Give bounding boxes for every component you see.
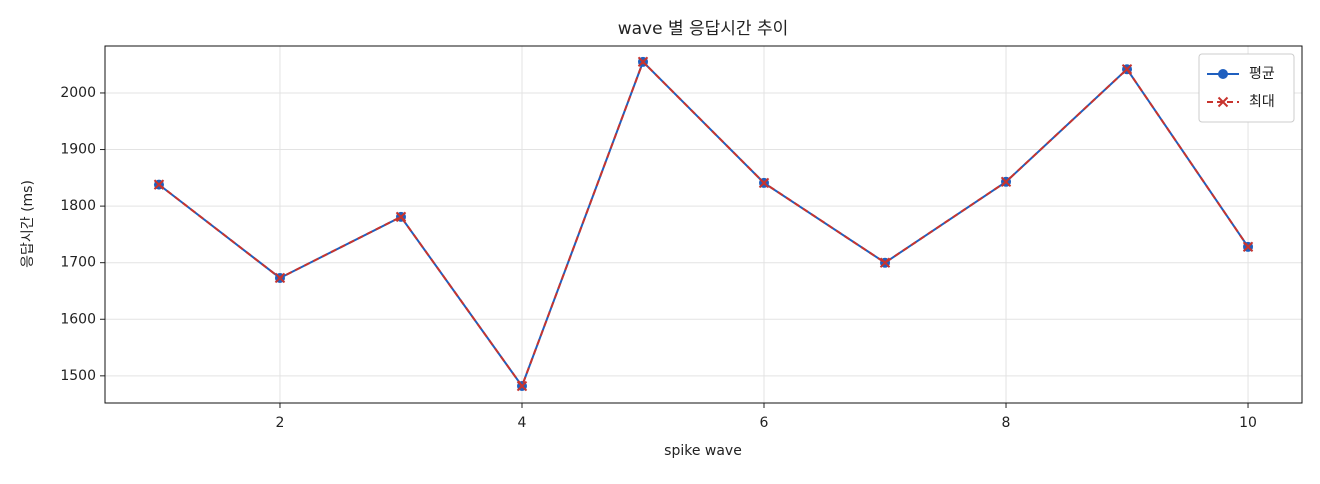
- x-tick-label: 10: [1239, 415, 1257, 431]
- point: [516, 380, 528, 392]
- x-tick-label: 6: [760, 415, 769, 431]
- point: [637, 56, 649, 68]
- y-tick-label: 1900: [60, 142, 96, 158]
- y-axis-label: 응답시간 (ms): [20, 180, 36, 268]
- legend-label: 평균: [1249, 66, 1275, 82]
- legend-marker: [1218, 69, 1228, 79]
- x-tick-label: 4: [518, 415, 527, 431]
- x-tick-label: 2: [276, 415, 285, 431]
- series-line: [158, 60, 1249, 389]
- y-tick-label: 2000: [60, 85, 96, 101]
- legend-label: 최대: [1249, 94, 1275, 110]
- x-tick-label: 8: [1002, 415, 1011, 431]
- plot-frame: [104, 45, 1303, 404]
- chart-title: wave 별 응답시간 추이: [618, 19, 789, 39]
- point: [274, 272, 286, 284]
- x-axis-label: spike wave: [664, 443, 742, 459]
- point: [1121, 63, 1133, 75]
- legend-box: [1198, 53, 1295, 123]
- point: [395, 211, 407, 223]
- y-tick-label: 1800: [60, 198, 96, 214]
- y-tick-label: 1600: [60, 311, 96, 327]
- point: [1242, 241, 1254, 253]
- point: [758, 177, 770, 189]
- y-tick-label: 1500: [60, 368, 96, 384]
- y-tick-label: 1700: [60, 255, 96, 271]
- point: [879, 257, 891, 268]
- point: [153, 179, 165, 190]
- series-line: [158, 60, 1249, 389]
- legend-marker: [1217, 96, 1229, 108]
- point: [1000, 176, 1012, 187]
